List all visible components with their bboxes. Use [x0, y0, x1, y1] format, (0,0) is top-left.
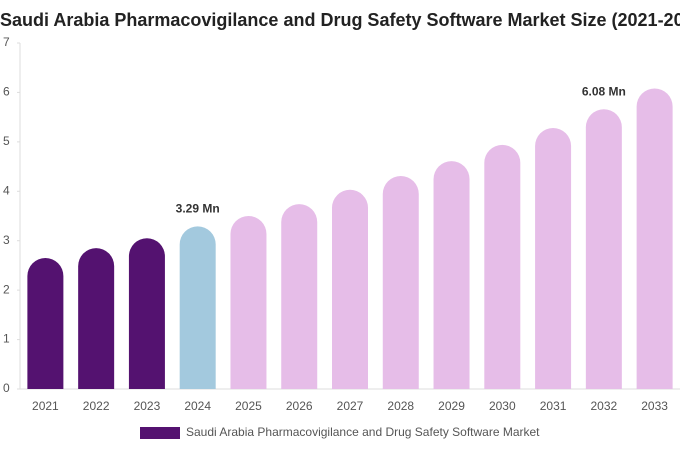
bar: [382, 175, 419, 389]
bar: [281, 204, 318, 389]
x-tick-label: 2022: [83, 399, 110, 413]
y-tick-label: 1: [3, 332, 10, 346]
bar: [535, 128, 572, 389]
chart-title: Saudi Arabia Pharmacovigilance and Drug …: [0, 10, 680, 30]
x-tick-label: 2028: [387, 399, 414, 413]
x-tick-label: 2026: [286, 399, 313, 413]
x-tick-label: 2021: [32, 399, 59, 413]
x-tick-label: 2033: [641, 399, 668, 413]
x-tick-label: 2029: [438, 399, 465, 413]
x-tick-label: 2032: [590, 399, 617, 413]
y-tick-label: 6: [3, 85, 10, 99]
bar: [484, 144, 521, 389]
bar: [179, 226, 216, 389]
bar: [433, 161, 470, 389]
y-tick-label: 4: [3, 183, 10, 197]
bar: [27, 258, 64, 389]
x-tick-label: 2025: [235, 399, 262, 413]
x-tick-label: 2030: [489, 399, 516, 413]
legend-swatch: [140, 427, 180, 439]
bar: [332, 189, 368, 389]
y-tick-label: 7: [3, 35, 10, 49]
bar: [78, 248, 115, 389]
y-tick-label: 2: [3, 282, 10, 296]
y-tick-label: 0: [3, 381, 10, 395]
value-label: 6.08 Mn: [582, 84, 626, 98]
y-tick-label: 5: [3, 134, 10, 148]
x-tick-label: 2031: [540, 399, 567, 413]
bar: [636, 88, 673, 389]
x-tick-label: 2023: [134, 399, 161, 413]
bar: [230, 216, 267, 389]
bar: [585, 109, 622, 390]
bar: [128, 238, 165, 389]
legend-label: Saudi Arabia Pharmacovigilance and Drug …: [186, 425, 540, 439]
x-tick-label: 2027: [337, 399, 364, 413]
value-label: 3.29 Mn: [176, 202, 220, 216]
x-tick-label: 2024: [184, 399, 211, 413]
y-tick-label: 3: [3, 233, 10, 247]
